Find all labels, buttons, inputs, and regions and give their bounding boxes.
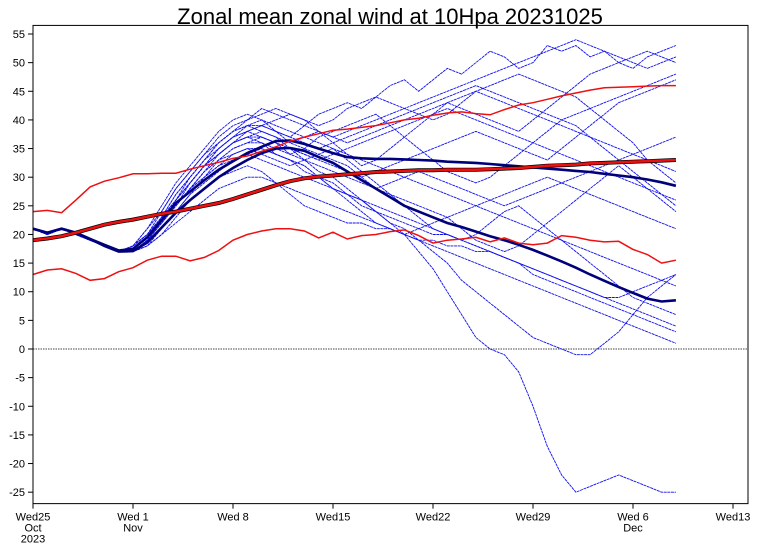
x-tick-label: Nov	[123, 523, 143, 535]
y-tick-label: 20	[13, 229, 25, 241]
y-tick-label: 35	[13, 144, 25, 156]
ensemble-mean-a-line	[32, 139, 677, 252]
y-tick-label: 10	[13, 287, 25, 299]
y-tick-label: -10	[9, 401, 25, 413]
y-tick-label: 45	[13, 86, 25, 98]
ensemble-member-17	[32, 119, 677, 287]
ensemble-member-13	[32, 136, 677, 253]
climatology-lower-line	[32, 227, 677, 282]
y-tick-label: -5	[15, 373, 25, 385]
ensemble-member-12	[32, 90, 677, 253]
y-tick-label: 40	[13, 115, 25, 127]
climatology-upper-line	[32, 84, 676, 214]
y-tick-label: 55	[13, 29, 25, 41]
x-tick-label: 2023	[21, 534, 45, 546]
ensemble-member-16	[32, 176, 677, 327]
x-tick-label: Wed29	[516, 512, 551, 524]
x-tick-label: Dec	[623, 523, 643, 535]
ensemble-member-09	[32, 125, 677, 253]
climatology-mean-line	[32, 158, 676, 242]
y-tick-label: 15	[13, 258, 25, 270]
x-tick-label: Wed22	[416, 512, 451, 524]
x-tick-label: Wed 6	[617, 512, 649, 524]
x-tick-label: Wed25	[16, 512, 51, 524]
y-tick-label: 5	[19, 315, 25, 327]
x-tick-label: Oct	[24, 523, 41, 535]
ensemble-mean-b-line	[32, 146, 677, 303]
x-tick-label: Wed13	[716, 512, 751, 524]
y-tick-label: 50	[13, 58, 25, 70]
y-tick-label: -15	[9, 430, 25, 442]
x-tick-label: Wed 1	[117, 512, 149, 524]
y-tick-label: -20	[9, 459, 25, 471]
y-tick-label: 25	[13, 201, 25, 213]
y-tick-label: 30	[13, 172, 25, 184]
chart-title: Zonal mean zonal wind at 10Hpa 20231025	[177, 4, 603, 29]
ensemble-member-10	[32, 113, 677, 253]
y-tick-label: 0	[19, 344, 25, 356]
x-tick-label: Wed 8	[217, 512, 249, 524]
y-tick-label: -25	[9, 487, 25, 499]
ensemble-member-18	[32, 108, 677, 253]
x-tick-label: Wed15	[316, 512, 351, 524]
plot-frame	[32, 24, 749, 505]
